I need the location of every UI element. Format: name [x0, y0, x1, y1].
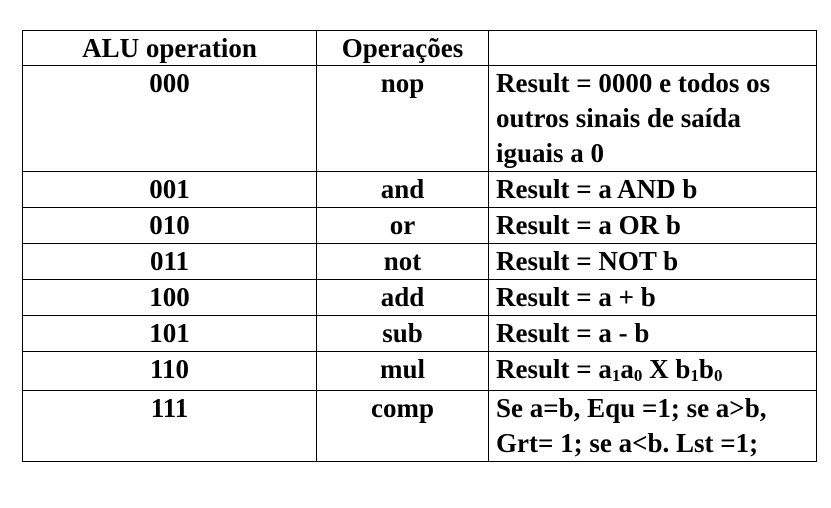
header-description: [488, 30, 817, 66]
row-code: 010: [22, 207, 317, 244]
table-row: 010 or Result = a OR b: [22, 207, 817, 244]
header-row: ALU operation Operações: [22, 30, 817, 66]
row-operation: or: [316, 207, 489, 244]
row-code: 110: [22, 351, 317, 391]
row-code: 101: [22, 315, 317, 352]
row-operation: add: [316, 279, 489, 316]
row-operation: not: [316, 243, 489, 280]
header-alu-operation: ALU operation: [22, 30, 317, 66]
mul-desc-subscript: 1: [690, 366, 699, 385]
alu-operations-table: ALU operation Operações 000 nop Result =…: [22, 30, 817, 462]
mul-desc-a: a: [620, 354, 634, 384]
row-operation: sub: [316, 315, 489, 352]
row-description: Se a=b, Equ =1; se a>b, Grt= 1; se a<b. …: [488, 390, 817, 462]
row-description: Result = a1a0 X b1b0: [488, 351, 817, 391]
table-row: 101 sub Result = a - b: [22, 315, 817, 352]
row-operation: and: [316, 171, 489, 208]
row-operation: nop: [316, 65, 489, 172]
row-code: 011: [22, 243, 317, 280]
row-description: Result = 0000 e todos os outros sinais d…: [488, 65, 817, 172]
row-description: Result = a OR b: [488, 207, 817, 244]
row-code: 111: [22, 390, 317, 462]
table-row: 100 add Result = a + b: [22, 279, 817, 316]
mul-desc-subscript: 1: [611, 366, 621, 385]
row-description: Result = a AND b: [488, 171, 817, 208]
row-code: 100: [22, 279, 317, 316]
row-operation: comp: [316, 390, 489, 462]
mul-desc-subscript: 0: [633, 366, 643, 385]
row-description: Result = a - b: [488, 315, 817, 352]
table-row: 111 comp Se a=b, Equ =1; se a>b, Grt= 1;…: [22, 390, 817, 462]
table-row: 001 and Result = a AND b: [22, 171, 817, 208]
table-row: 011 not Result = NOT b: [22, 243, 817, 280]
row-description: Result = a + b: [488, 279, 817, 316]
row-description: Result = NOT b: [488, 243, 817, 280]
table-row: 000 nop Result = 0000 e todos os outros …: [22, 65, 817, 172]
table-row: 110 mul Result = a1a0 X b1b0: [22, 351, 817, 391]
row-code: 000: [22, 65, 317, 172]
mul-desc-middle: X b: [642, 354, 691, 384]
header-operacoes: Operações: [316, 30, 489, 66]
row-operation: mul: [316, 351, 489, 391]
row-code: 001: [22, 171, 317, 208]
mul-desc-prefix: Result = a: [496, 354, 612, 384]
mul-desc-b: b: [698, 354, 714, 384]
mul-desc-subscript: 0: [713, 366, 723, 385]
